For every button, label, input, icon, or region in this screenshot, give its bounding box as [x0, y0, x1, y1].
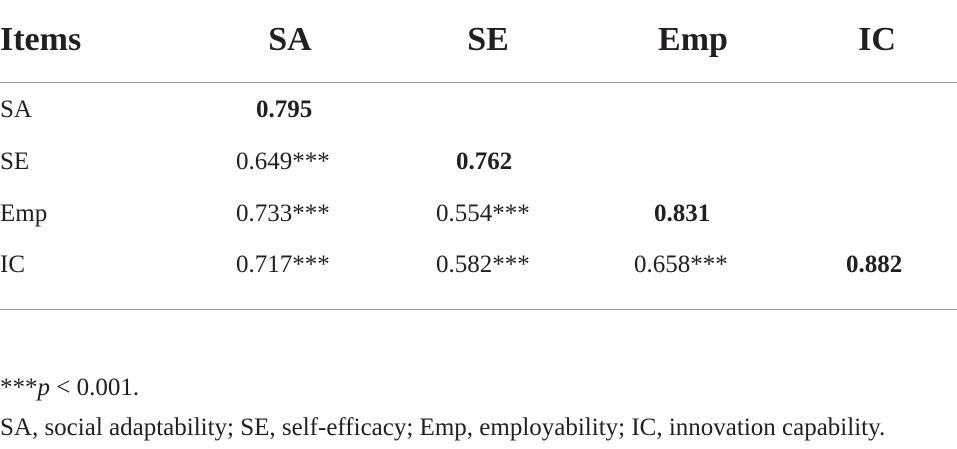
cell-value: 0.582***: [436, 251, 530, 278]
table-body: SA 0.795 SE 0.649*** 0.762 Emp 0.733*** …: [0, 83, 957, 310]
significance-stars: ***: [0, 374, 38, 401]
table-footnotes: ***p < 0.001. SA, social adaptability; S…: [0, 368, 957, 448]
header-se: SE: [467, 21, 509, 58]
table-row: SE 0.649*** 0.762: [0, 142, 957, 182]
cell-value: 0.717***: [236, 251, 330, 278]
cell-diagonal: 0.762: [456, 148, 513, 175]
significance-note: ***p < 0.001.: [0, 368, 957, 408]
table-row: IC 0.717*** 0.582*** 0.658*** 0.882: [0, 245, 957, 285]
p-variable: p: [37, 374, 51, 401]
table-row: SA 0.795: [0, 90, 957, 130]
header-sa: SA: [268, 21, 312, 58]
abbreviations-note: SA, social adaptability; SE, self-effica…: [0, 414, 886, 441]
row-label: SA: [0, 96, 32, 123]
row-label: SE: [0, 148, 30, 175]
cell-value: 0.733***: [236, 200, 330, 227]
row-label: Emp: [0, 200, 48, 227]
header-items: Items: [0, 21, 82, 58]
cell-value: 0.554***: [436, 200, 530, 227]
cell-diagonal: 0.831: [654, 200, 711, 227]
table-row: Emp 0.733*** 0.554*** 0.831: [0, 194, 957, 234]
cell-diagonal: 0.882: [846, 251, 903, 278]
cell-value: 0.649***: [236, 148, 330, 175]
cell-diagonal: 0.795: [256, 96, 313, 123]
correlation-table: Items SA SE Emp IC SA 0.795 SE 0.649*** …: [0, 0, 957, 310]
row-label: IC: [0, 251, 25, 278]
header-emp: Emp: [658, 21, 728, 58]
table-header-row: Items SA SE Emp IC: [0, 0, 957, 83]
p-threshold: < 0.001.: [50, 374, 140, 401]
header-ic: IC: [858, 21, 896, 58]
cell-value: 0.658***: [634, 251, 728, 278]
